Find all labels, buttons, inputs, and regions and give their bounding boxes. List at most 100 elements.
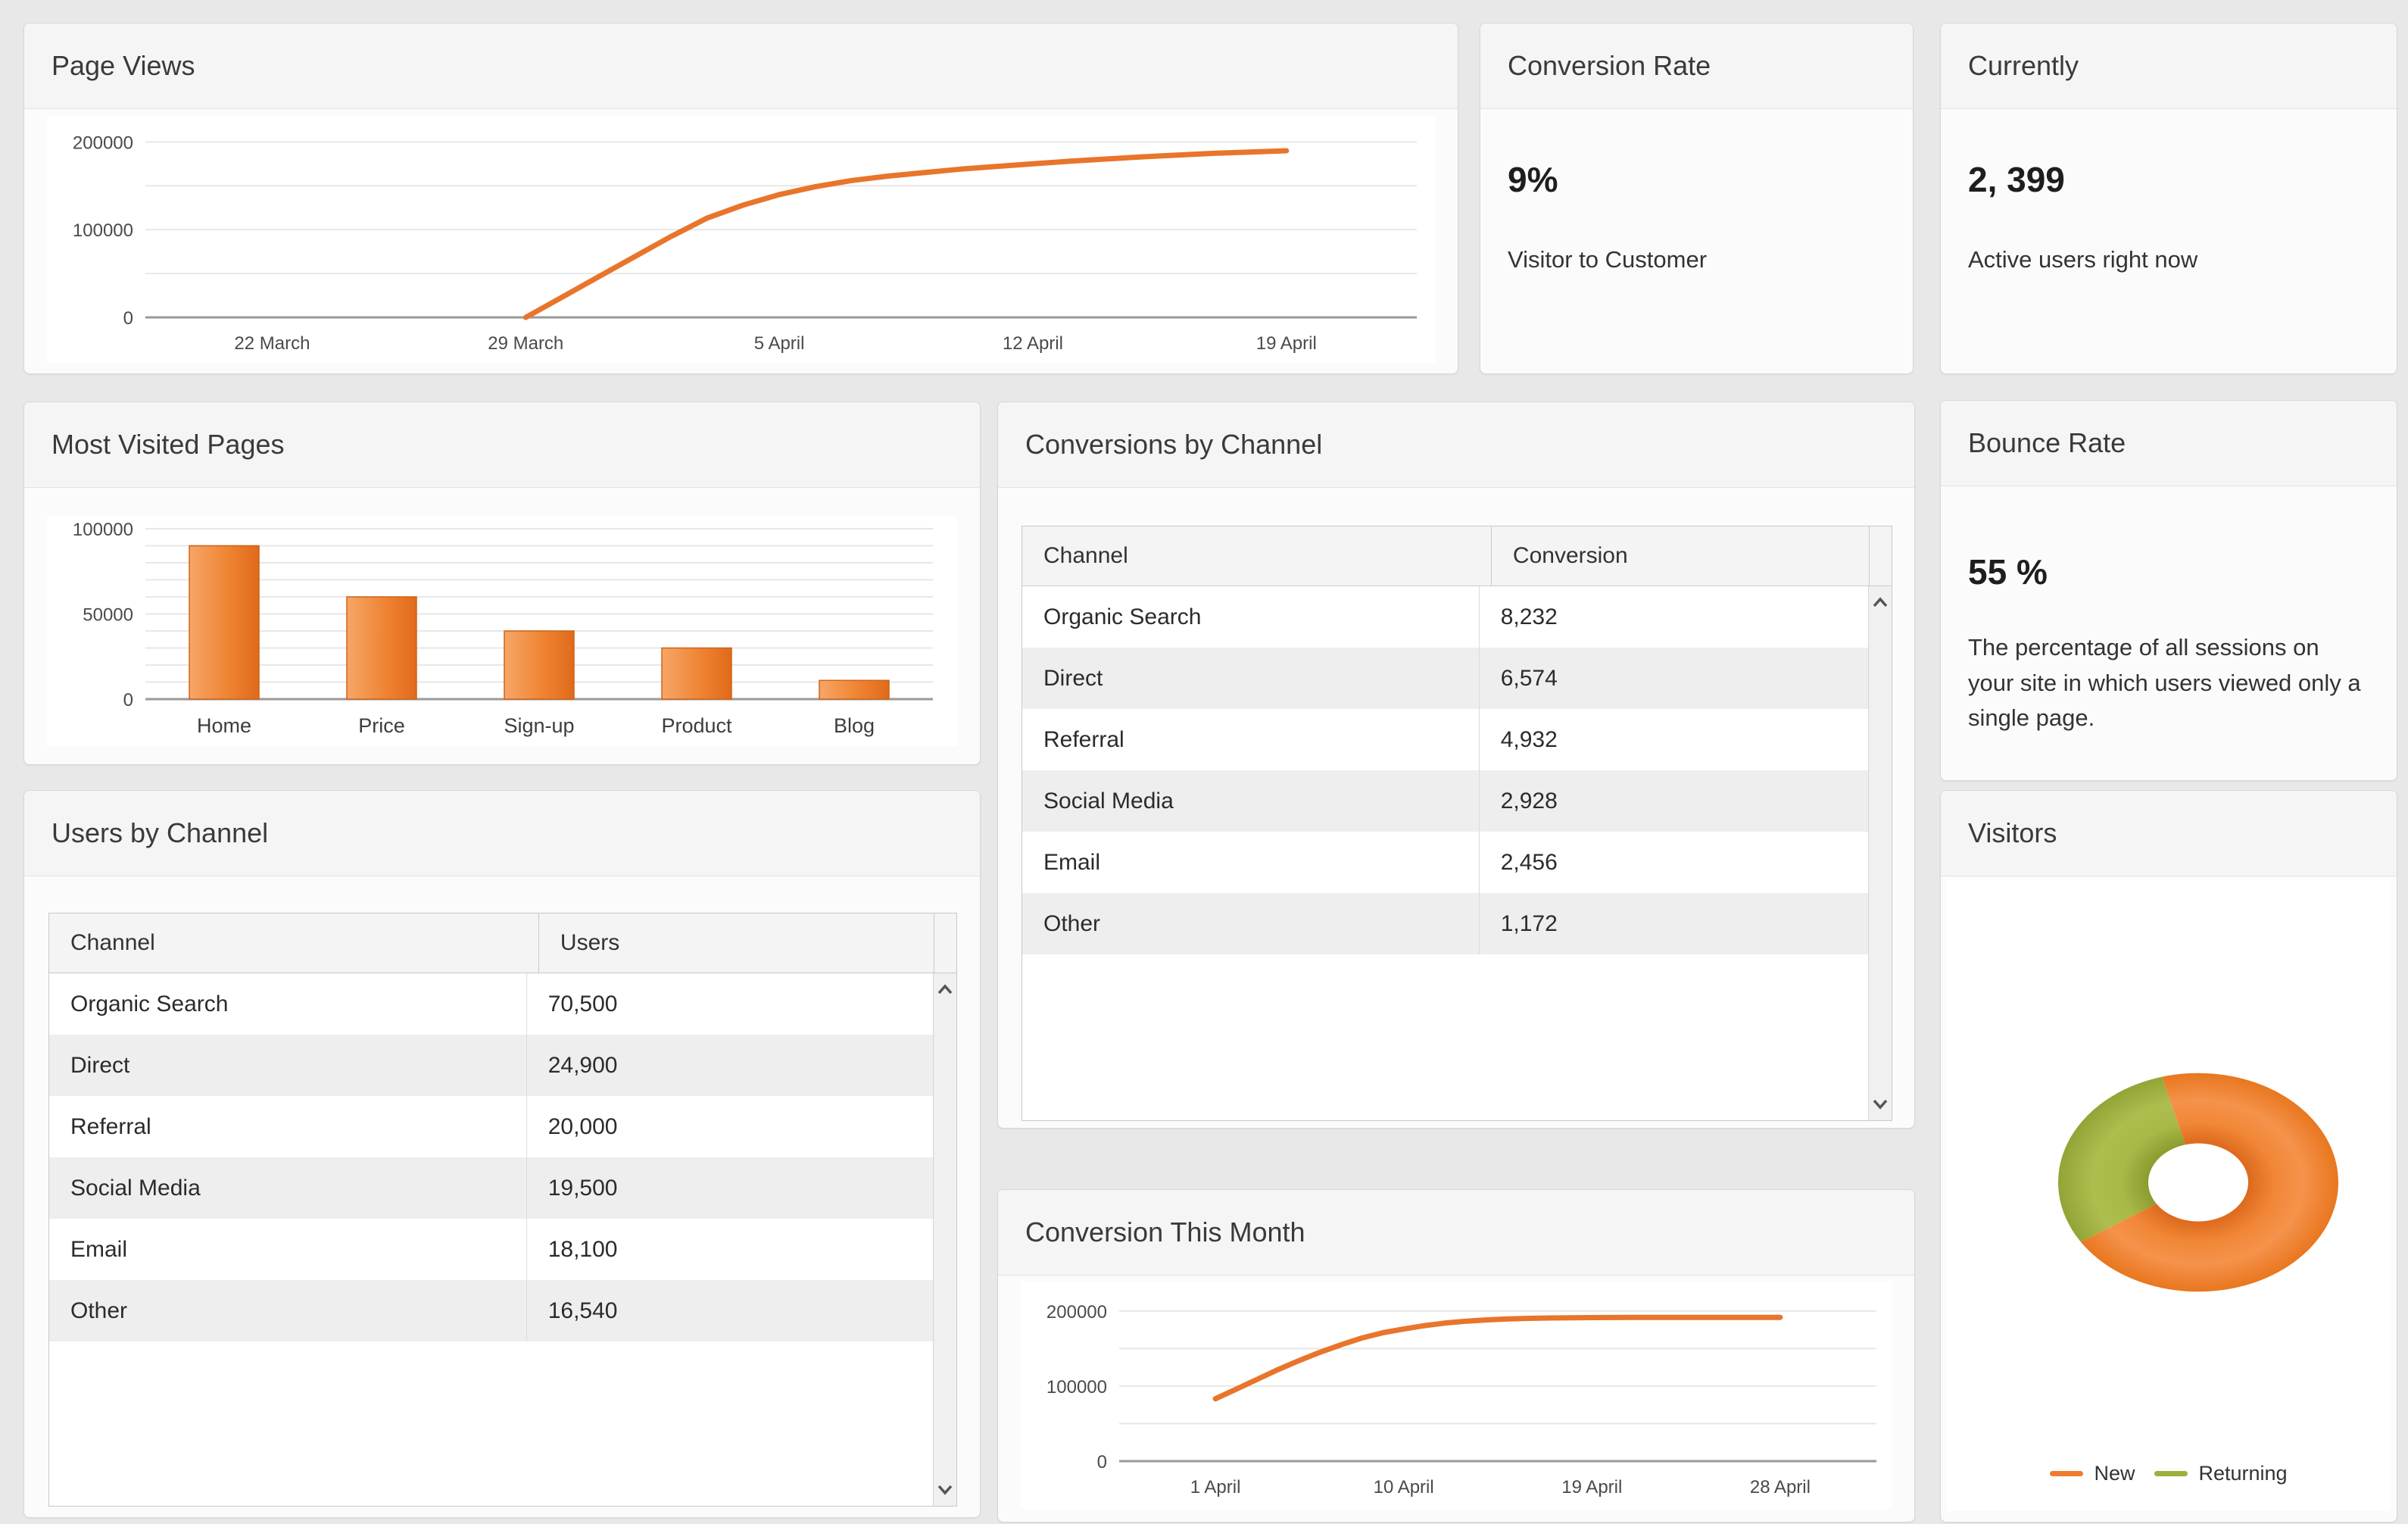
conversion-month-line-chart: 0 100000 200000 1 April 10 April 19 April 28 A… [1046,1302,1876,1497]
column-header-channel[interactable]: Channel [49,913,539,973]
panel-conversions-body: Channel Conversion Organic Search 8,232 Di… [998,488,1914,1128]
table-row[interactable]: Email 2,456 [1022,832,1869,893]
svg-text:12 April: 12 April [1003,333,1063,354]
most-visited-bar-chart: 0 50000 100000 Home Price Sign-up Product Blog [73,520,933,737]
svg-text:28 April: 28 April [1750,1477,1811,1497]
bar-blog[interactable] [819,679,890,700]
donut-slice-returning[interactable] [2058,1076,2185,1242]
vertical-scrollbar[interactable] [933,973,956,1506]
table-row[interactable]: Other 1,172 [1022,893,1869,954]
svg-text:0: 0 [1097,1452,1107,1472]
currently-value: 2, 399 [1968,160,2065,199]
svg-text:100000: 100000 [1046,1377,1107,1398]
table-cell: Organic Search [49,973,527,1035]
panel-conversion-rate-body: 9% Visitor to Customer [1480,109,1913,373]
table-cell: Social Media [1022,770,1480,832]
conversions-table: Channel Conversion Organic Search 8,232 Di… [1022,526,1892,1121]
conversions-table-header: Channel Conversion [1022,526,1892,586]
svg-text:200000: 200000 [73,133,133,153]
most-visited-chart-box: 0 50000 100000 Home Price Sign-up Product Blog [47,517,957,746]
panel-conversions-header: Conversions by Channel [998,402,1914,488]
svg-text:19 April: 19 April [1256,333,1317,354]
vertical-scrollbar[interactable] [1868,586,1892,1120]
page_views-series-line[interactable] [522,148,1290,320]
column-header-channel[interactable]: Channel [1022,526,1492,586]
bar-price[interactable] [346,596,417,700]
page-views-line-chart: 0 100000 200000 22 March 29 March 5 April 12 A… [73,133,1417,354]
panel-bounce-rate-header: Bounce Rate [1941,401,2397,486]
panel-title: Users by Channel [51,817,269,848]
svg-text:Blog: Blog [834,714,875,737]
table-cell: 1,172 [1500,910,1558,936]
table-cell: Other [1022,893,1480,954]
chevron-up-icon [1873,597,1888,607]
svg-text:50000: 50000 [83,605,133,626]
page-title: Page Views [51,50,195,81]
panel-conversion-rate: Conversion Rate 9% Visitor to Customer [1480,23,1914,374]
conversions-table-body: Organic Search 8,232 Direct 6,574 Referral 4,… [1022,586,1892,1120]
table-row[interactable]: Direct 24,900 [49,1035,934,1096]
table-row[interactable]: Direct 6,574 [1022,648,1869,709]
column-header-gutter [1869,526,1892,586]
donut-slice-new[interactable] [2080,1073,2339,1292]
bar-sign-up[interactable] [504,630,575,700]
table-row[interactable]: Organic Search 8,232 [1022,586,1869,648]
legend-item-returning[interactable]: Returning [2154,1462,2288,1485]
table-cell: 18,100 [547,1236,618,1262]
panel-most-visited-header: Most Visited Pages [24,402,980,488]
panel-conversion-this-month: Conversion This Month 0 100000 200000 1 Apr… [997,1189,1915,1522]
panel-conversions-by-channel: Conversions by Channel Channel Conversio… [997,401,1915,1129]
table-row[interactable]: Social Media 19,500 [49,1157,934,1219]
panel-bounce-rate: Bounce Rate 55 % The percentage of all s… [1940,400,2397,781]
panel-currently-body: 2, 399 Active users right now [1941,109,2397,373]
column-header-gutter [934,913,956,973]
scroll-down-button[interactable] [934,1472,956,1506]
table-cell: 2,928 [1500,788,1558,814]
table-cell: Email [49,1219,527,1280]
bar-product[interactable] [661,647,732,700]
bounce-rate-value: 55 % [1968,552,2048,592]
svg-text:29 March: 29 March [488,333,563,354]
table-row[interactable]: Email 18,100 [49,1219,934,1280]
conversions-table-rows: Organic Search 8,232 Direct 6,574 Referral 4,… [1022,586,1869,1120]
legend-swatch-icon [2050,1471,2084,1476]
bar-home[interactable] [189,545,260,700]
legend-item-new[interactable]: New [2050,1462,2135,1485]
table-cell: 24,900 [547,1052,618,1078]
panel-title: Conversion This Month [1025,1216,1305,1248]
column-header-conversion[interactable]: Conversion [1512,543,1628,568]
table-cell: Referral [49,1096,527,1157]
table-cell: 70,500 [547,991,618,1017]
table-row[interactable]: Other 16,540 [49,1280,934,1341]
panel-title: Visitors [1968,817,2057,848]
panel-currently-header: Currently [1941,23,2397,109]
panel-users-by-channel: Users by Channel Channel Users Organic S… [23,790,981,1518]
column-header-users[interactable]: Users [560,930,620,955]
panel-conversion-month-body: 0 100000 200000 1 April 10 April 19 April 28 A… [998,1276,1914,1522]
table-row[interactable]: Organic Search 70,500 [49,973,934,1035]
conversion_month-series-line[interactable] [1212,1314,1783,1402]
panel-currently: Currently 2, 399 Active users right now [1940,23,2397,374]
svg-text:100000: 100000 [73,220,133,241]
svg-text:22 March: 22 March [234,333,310,354]
panel-visitors-body: New Returning [1941,876,2397,1522]
scroll-up-button[interactable] [1869,586,1892,620]
svg-text:19 April: 19 April [1561,1477,1622,1497]
chevron-down-icon [1873,1099,1888,1110]
conversion-rate-caption: Visitor to Customer [1508,246,1708,273]
panel-users-header: Users by Channel [24,791,980,876]
currently-caption: Active users right now [1968,246,2198,273]
svg-text:Price: Price [358,714,405,737]
conversion-rate-value: 9% [1508,160,1558,199]
table-row[interactable]: Social Media 2,928 [1022,770,1869,832]
table-row[interactable]: Referral 4,932 [1022,709,1869,770]
visitors-donut-chart [2058,1073,2339,1292]
table-cell: Referral [1022,709,1480,770]
scroll-down-button[interactable] [1869,1087,1892,1120]
scroll-up-button[interactable] [934,973,956,1007]
panel-users-body: Channel Users Organic Search 70,500 Direct… [24,876,980,1517]
svg-text:100000: 100000 [73,520,133,540]
table-cell: 2,456 [1500,849,1558,875]
table-row[interactable]: Referral 20,000 [49,1096,934,1157]
